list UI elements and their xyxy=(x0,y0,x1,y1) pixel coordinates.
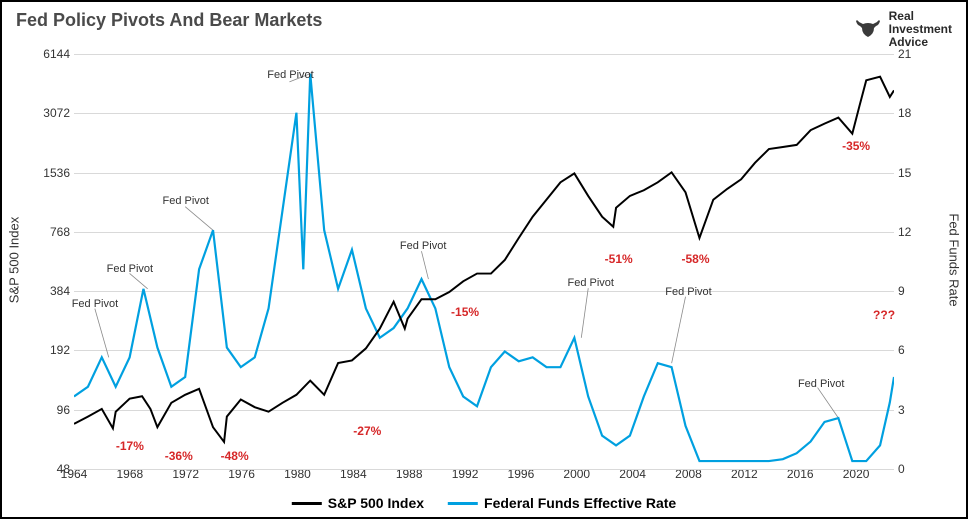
plot-area: Fed Pivot Fed Pivot Fed Pivot Fed Pivot Fed … xyxy=(74,54,894,465)
fedfunds-line xyxy=(74,74,894,461)
drawdown-annotation: -17% xyxy=(116,439,144,453)
pivot-annotation: Fed Pivot xyxy=(798,378,844,390)
plot-svg xyxy=(74,54,894,465)
pivot-annotation: Fed Pivot xyxy=(267,69,313,81)
pivot-annotation: Fed Pivot xyxy=(162,195,208,207)
chart-container: Fed Policy Pivots And Bear Markets Real … xyxy=(0,0,968,519)
drawdown-annotation: ??? xyxy=(873,308,895,322)
pivot-annotation: Fed Pivot xyxy=(400,240,446,252)
drawdown-annotation: -51% xyxy=(605,252,633,266)
drawdown-annotation: -35% xyxy=(842,139,870,153)
legend-swatch-sp500 xyxy=(292,502,322,505)
legend-fedfunds: Federal Funds Effective Rate xyxy=(448,495,676,511)
pivot-annotation: Fed Pivot xyxy=(568,277,614,289)
pivot-annotation: Fed Pivot xyxy=(107,263,153,275)
y-left-axis-label: S&P 500 Index xyxy=(7,216,22,303)
pivot-annotation: Fed Pivot xyxy=(72,298,118,310)
drawdown-annotation: -36% xyxy=(165,449,193,463)
drawdown-annotation: -48% xyxy=(221,449,249,463)
legend-sp500: S&P 500 Index xyxy=(292,495,424,511)
chart-title: Fed Policy Pivots And Bear Markets xyxy=(16,10,322,31)
drawdown-annotation: -15% xyxy=(451,305,479,319)
brand-logo: Real Investment Advice xyxy=(853,10,952,50)
legend-swatch-fedfunds xyxy=(448,502,478,505)
drawdown-annotation: -58% xyxy=(681,252,709,266)
y-right-axis-label: Fed Funds Rate xyxy=(947,213,962,306)
drawdown-annotation: -27% xyxy=(353,424,381,438)
bull-icon xyxy=(853,15,883,45)
brand-text: Real Investment Advice xyxy=(889,10,952,50)
pivot-annotation: Fed Pivot xyxy=(665,286,711,298)
legend: S&P 500 Index Federal Funds Effective Ra… xyxy=(292,495,676,511)
